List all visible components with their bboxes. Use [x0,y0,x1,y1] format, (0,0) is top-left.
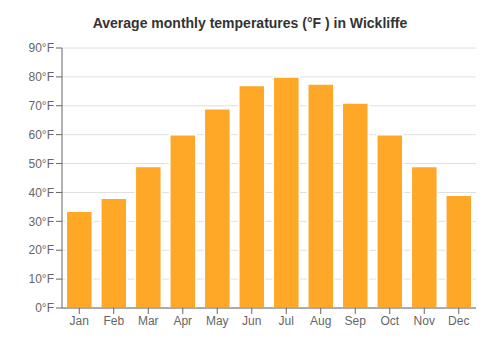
svg-text:20°F: 20°F [29,243,54,257]
svg-text:10°F: 10°F [29,272,54,286]
svg-text:40°F: 40°F [29,186,54,200]
html-text:Average monthly temperatures (: Average monthly temperatures (°F ) in Wi… [92,15,408,31]
svg-text:Feb: Feb [103,314,124,328]
svg-text:0°F: 0°F [35,301,54,315]
svg-text:Oct: Oct [380,314,399,328]
svg-text:60°F: 60°F [29,128,54,142]
svg-text:Mar: Mar [138,314,159,328]
svg-text:30°F: 30°F [29,215,54,229]
svg-text:Apr: Apr [173,314,192,328]
svg-text:70°F: 70°F [29,99,54,113]
svg-text:Dec: Dec [448,314,469,328]
svg-text:Jun: Jun [242,314,261,328]
svg-text:Aug: Aug [310,314,331,328]
svg-text:80°F: 80°F [29,70,54,84]
svg-text:90°F: 90°F [29,41,54,55]
svg-text:50°F: 50°F [29,157,54,171]
svg-text:Jul: Jul [279,314,294,328]
svg-text:Jan: Jan [70,314,89,328]
svg-text:Nov: Nov [414,314,435,328]
svg-text:Sep: Sep [345,314,367,328]
svg-text:May: May [206,314,229,328]
